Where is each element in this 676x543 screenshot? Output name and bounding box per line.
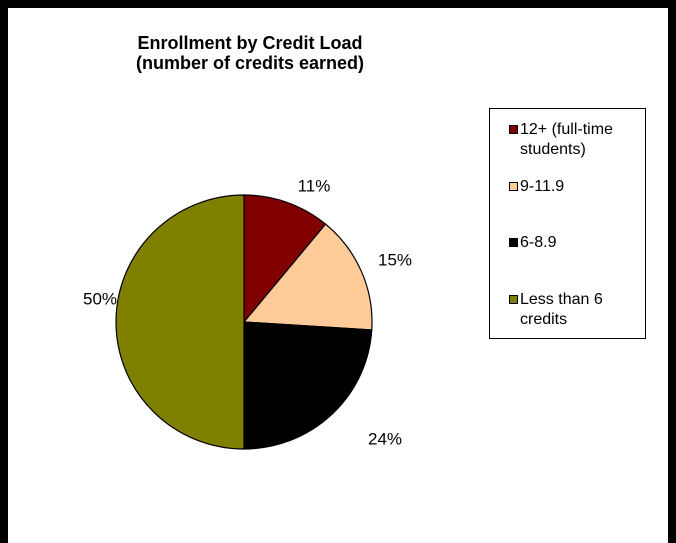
legend-label-line: 6-8.9 (520, 234, 557, 251)
legend-label-line: credits (520, 311, 568, 328)
chart-title: Enrollment by Credit Load (137, 33, 363, 53)
chart-subtitle: (number of credits earned) (135, 53, 365, 73)
slice-9-11-9 (242, 223, 373, 331)
data-label-less-than-6: 50% (83, 289, 117, 308)
data-label-6-8-9: 24% (368, 429, 402, 448)
data-label-full-time: 11% (298, 176, 331, 195)
legend-label-line: Less than 6 (520, 291, 603, 308)
legend-item-9-11-9: 9-11.9 (509, 177, 645, 197)
legend-item-less-than-6: Less than 6 credits (509, 290, 645, 330)
legend-label-line: students) (520, 141, 586, 158)
chart-title-block: Enrollment by Credit Load (number of cre… (8, 33, 492, 73)
slice-full-time (243, 194, 327, 324)
legend-label-line: 12+ (full-time (520, 121, 613, 138)
legend-swatch (509, 182, 518, 191)
legend-label-line: 9-11.9 (520, 178, 565, 195)
slice-less-than-6 (115, 194, 245, 450)
data-label-9-11-9: 15% (378, 250, 412, 269)
legend-swatch (509, 125, 518, 134)
legend-item-6-8-9: 6-8.9 (509, 233, 645, 253)
legend-swatch (509, 238, 518, 247)
slice-6-8-9 (243, 321, 373, 450)
legend: 12+ (full-time students) 9-11.9 6-8.9 Le… (489, 108, 646, 339)
legend-swatch (509, 295, 518, 304)
legend-item-full-time: 12+ (full-time students) (509, 120, 645, 160)
